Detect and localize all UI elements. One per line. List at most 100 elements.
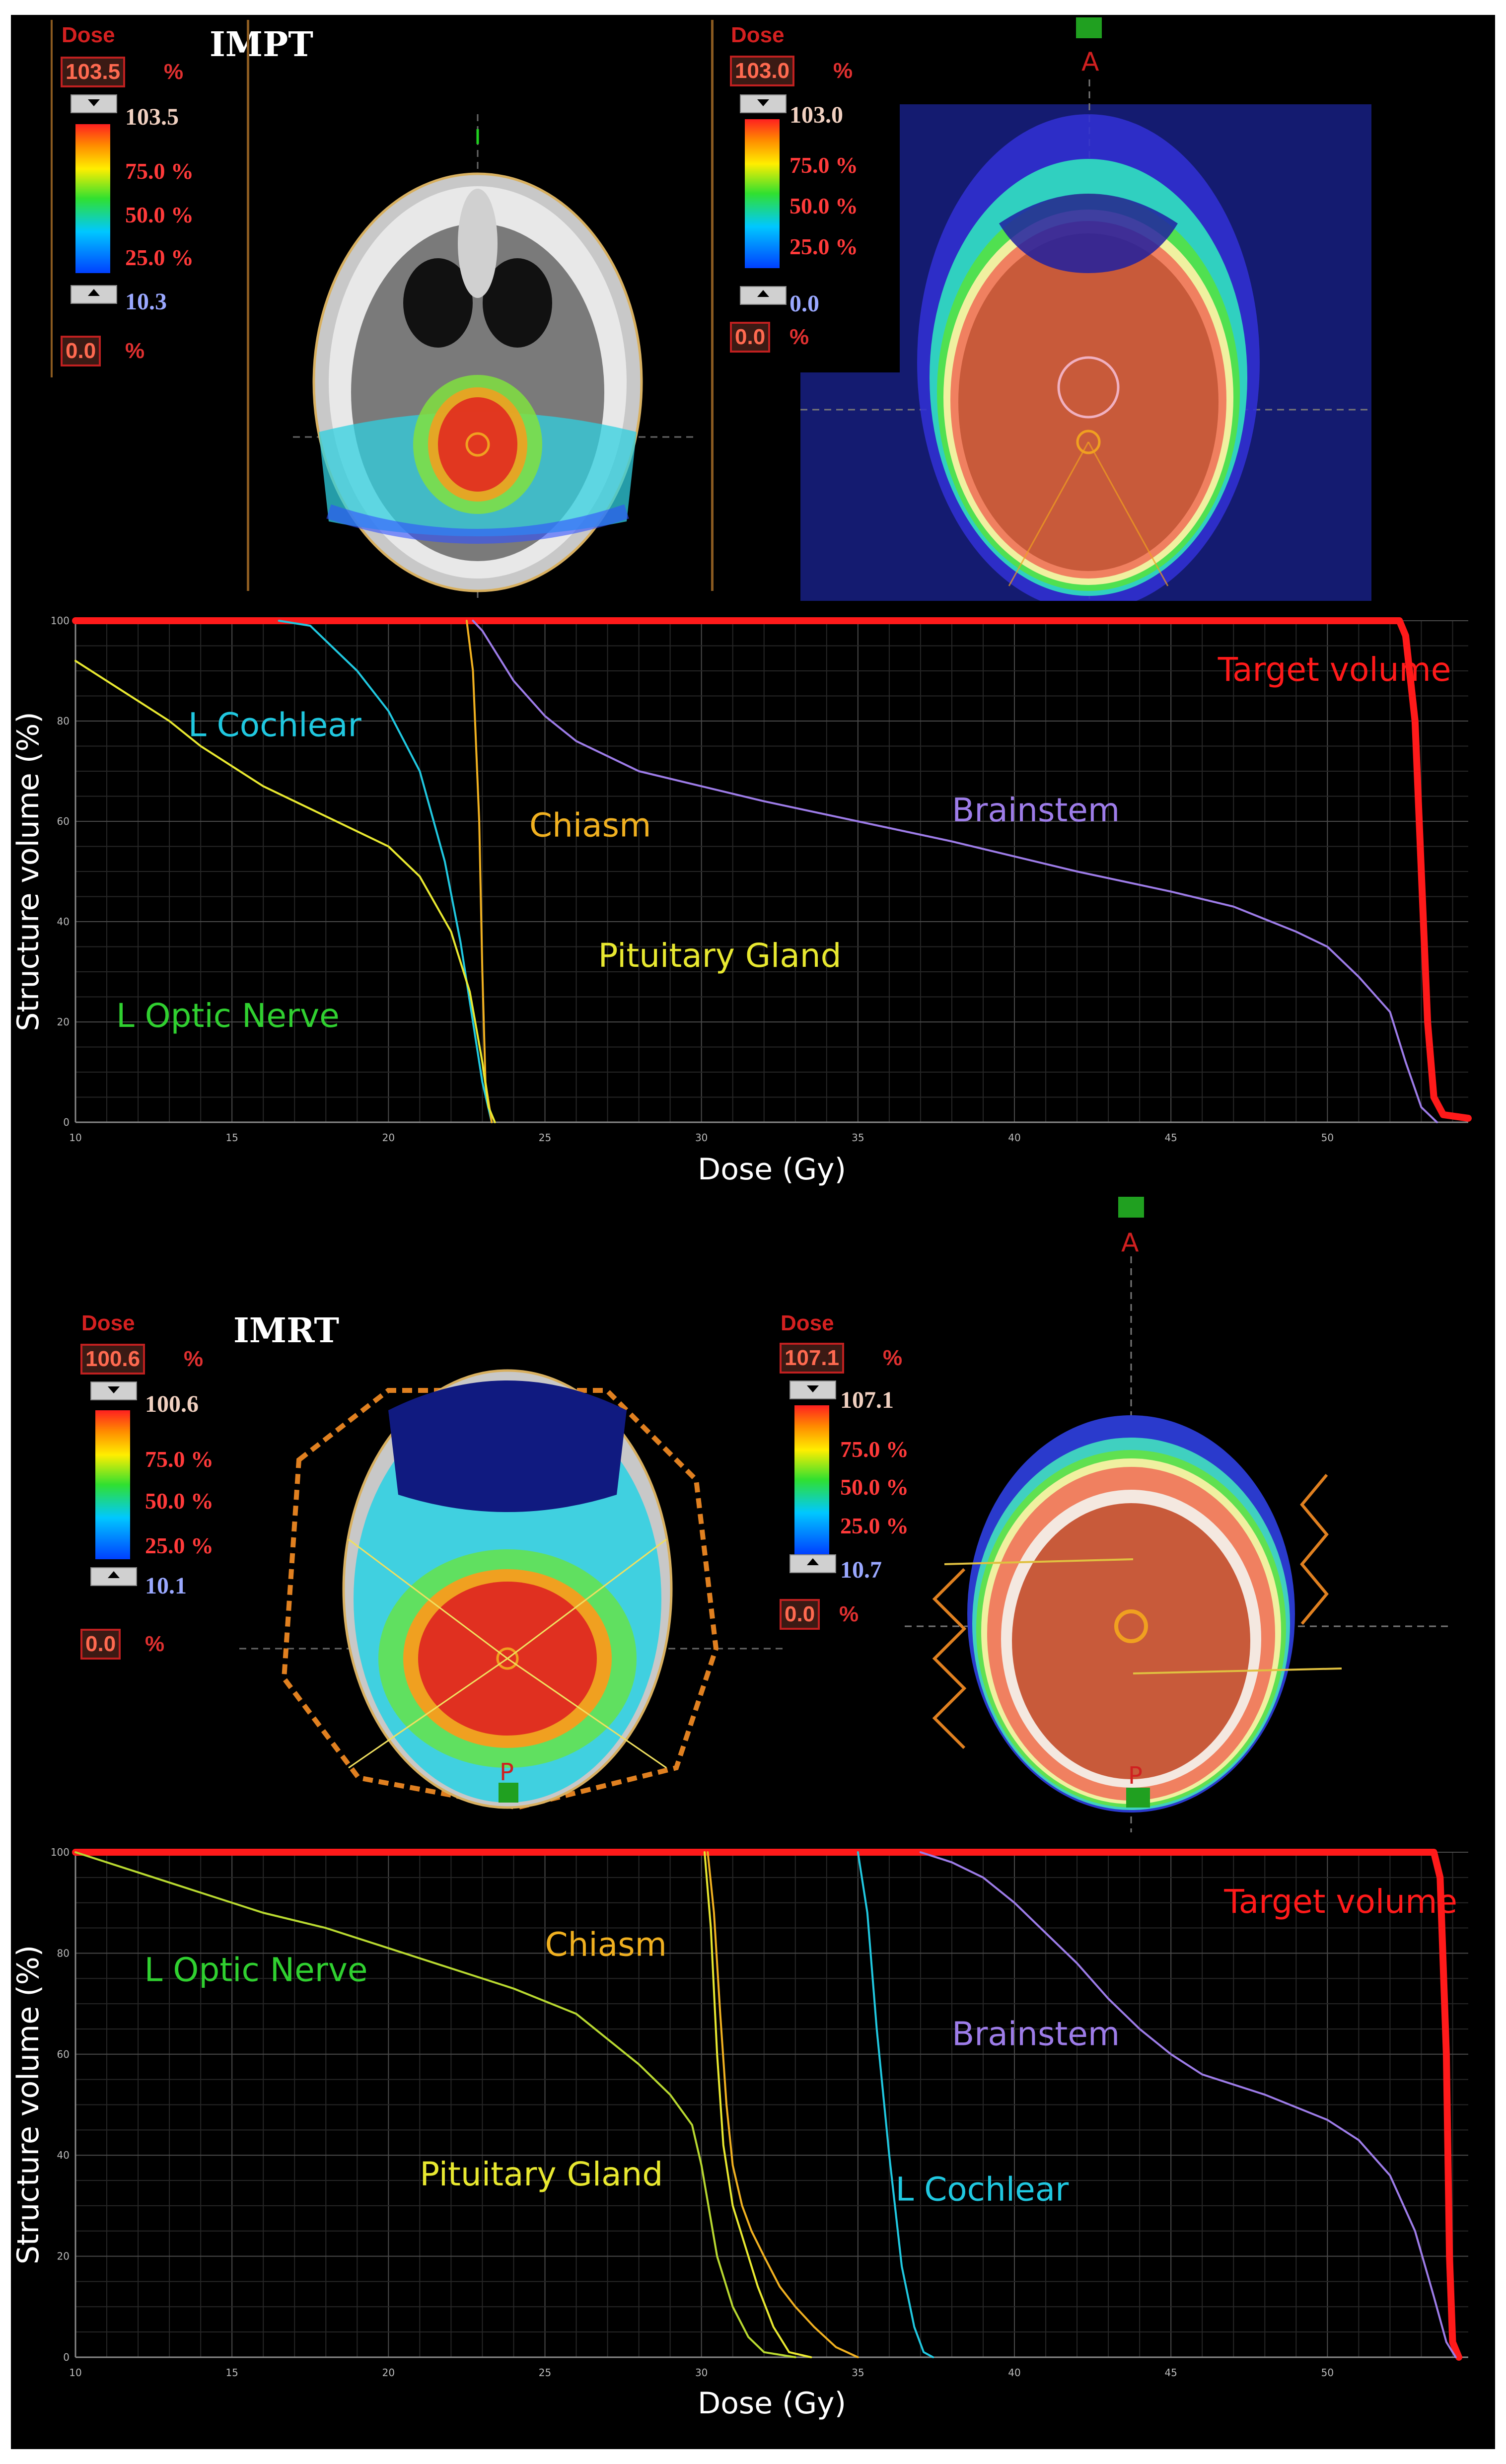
figure-frame: IMPT Dose 103.5 % 103.5 75.0 % 50.0 % 25… [11,15,1495,2449]
x-tick-label: 50 [1321,2367,1334,2379]
max-down-arrow-icon[interactable] [740,94,787,113]
series-annotation-target-volume: Target volume [1218,651,1451,689]
imrt-right-colorbar: Dose 107.1 % 107.1 75.0 % 50.0 % 25.0 % … [766,1311,925,1688]
impt-title: IMPT [210,25,313,65]
level-50: 50.0 % [145,1488,214,1514]
y-tick-label: 100 [51,1846,70,1858]
x-tick-label: 15 [225,1132,238,1144]
min-dose-percent: % [145,1632,165,1656]
min-dose-box[interactable]: 0.0 [780,1599,820,1630]
series-annotation-l-cochlear: L Cochlear [188,706,362,744]
impt-right-colorbar: Dose 103.0 % 103.0 75.0 % 50.0 % 25.0 % … [716,20,875,377]
x-axis-label: Dose (Gy) [698,1152,846,1187]
x-tick-label: 25 [539,1132,551,1144]
series-annotation-pituitary-gland: Pituitary Gland [598,937,842,975]
level-50: 50.0 % [840,1474,909,1500]
max-dose-percent: % [164,60,184,84]
series-annotation-target-volume: Target volume [1223,1883,1457,1921]
x-tick-label: 15 [225,2367,238,2379]
axis-divider [247,20,249,591]
y-tick-label: 20 [57,1016,70,1028]
y-tick-label: 80 [57,1947,70,1959]
anterior-marker: A [1081,47,1099,77]
impt-left-colorbar: Dose 103.5 % 103.5 75.0 % 50.0 % 25.0 % … [56,20,215,377]
x-tick-label: 30 [695,1132,708,1144]
x-tick-label: 20 [382,2367,395,2379]
level-75: 75.0 % [145,1447,214,1472]
min-dose-percent: % [839,1602,859,1626]
max-dose-box[interactable]: 103.5 [61,57,126,87]
max-dose-box[interactable]: 103.0 [730,56,795,86]
series-annotation-pituitary-gland: Pituitary Gland [420,2155,663,2193]
min-up-arrow-icon[interactable] [789,1554,836,1573]
imrt-dvh-chart: 10 15 20 25 30 35 40 45 50 0 20 40 60 80 100 Dose (Gy) S… [11,1846,1468,2421]
series-line-chiasm [707,1851,859,2358]
impt-axial-ct-left [289,114,696,601]
series-line-l-cochlear [278,620,493,1123]
impt-axial-ct-right: A [800,17,1371,601]
max-down-arrow-icon[interactable] [789,1380,836,1399]
min-value: 10.1 [145,1573,187,1599]
y-tick-label: 60 [57,815,70,827]
x-tick-label: 45 [1164,2367,1177,2379]
max-value: 103.0 [789,102,843,128]
level-75: 75.0 % [789,152,858,178]
min-dose-box[interactable]: 0.0 [61,336,101,366]
max-dose-box[interactable]: 107.1 [780,1343,845,1374]
max-value: 100.6 [145,1391,199,1417]
series-line-brainstem [472,620,1438,1123]
min-dose-box[interactable]: 0.0 [80,1629,121,1660]
series-line-pituitary-gland [704,1851,812,2358]
x-tick-label: 40 [1008,1132,1020,1144]
y-tick-label: 0 [63,1116,70,1128]
series-line-brainstem [919,1851,1457,2358]
level-50: 50.0 % [789,193,858,218]
dose-header: Dose [62,23,115,47]
imrt-title: IMRT [233,1311,339,1351]
max-dose-box[interactable]: 100.6 [80,1344,145,1375]
dose-gradient [794,1405,829,1554]
series-line-l-cochlear [857,1851,934,2358]
x-tick-label: 10 [69,1132,81,1144]
y-tick-label: 100 [51,615,70,627]
y-axis-label: Structure volume (%) [11,1945,46,2264]
grid [75,1852,1468,2358]
x-tick-label: 50 [1321,1132,1334,1144]
y-tick-label: 0 [63,2351,70,2363]
x-tick-label: 10 [69,2367,81,2379]
level-50: 50.0 % [125,202,194,227]
min-up-arrow-icon[interactable] [740,286,787,305]
imrt-axial-ct-right: A P [905,1197,1451,1832]
level-25: 25.0 % [840,1513,909,1538]
max-down-arrow-icon[interactable] [90,1381,137,1400]
dose-gradient [95,1410,130,1559]
level-25: 25.0 % [125,245,194,270]
x-tick-label: 20 [382,1132,395,1144]
max-value: 103.5 [125,104,179,130]
anterior-marker: A [1121,1228,1139,1258]
series-annotation-brainstem: Brainstem [952,2015,1120,2053]
y-tick-label: 60 [57,2048,70,2060]
min-up-arrow-icon[interactable] [71,285,117,304]
min-value: 10.3 [125,289,167,315]
max-value: 107.1 [840,1387,894,1413]
x-tick-label: 25 [539,2367,551,2379]
series-annotation-brainstem: Brainstem [952,791,1120,829]
series-line-pituitary-gland [74,659,496,1123]
dose-header: Dose [731,23,785,47]
axis-divider [51,20,53,377]
min-dose-box[interactable]: 0.0 [730,322,771,353]
series-annotation-l-optic-nerve: L Optic Nerve [144,1951,368,1989]
min-value: 10.7 [840,1557,882,1583]
level-25: 25.0 % [789,234,858,259]
dose-header: Dose [781,1311,834,1335]
level-75: 75.0 % [840,1437,909,1462]
y-axis-label: Structure volume (%) [11,712,46,1031]
series-annotation-chiasm: Chiasm [545,1925,667,1963]
imrt-axial-ct-left: P [239,1369,786,1811]
max-down-arrow-icon[interactable] [71,94,117,113]
posterior-marker: P [1128,1762,1143,1790]
min-up-arrow-icon[interactable] [90,1567,137,1586]
series-annotation-chiasm: Chiasm [529,806,651,844]
x-tick-label: 30 [695,2367,708,2379]
